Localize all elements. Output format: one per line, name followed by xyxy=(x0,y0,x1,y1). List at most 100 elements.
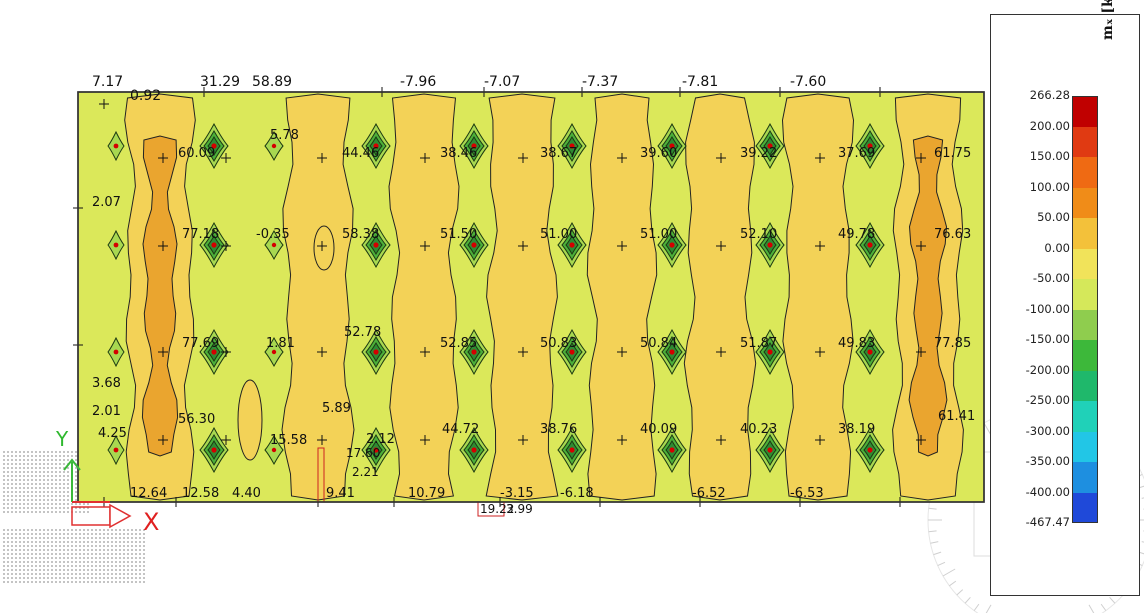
legend-value-label: 100.00 xyxy=(1029,179,1070,194)
dot xyxy=(59,503,61,505)
dot xyxy=(123,565,125,567)
legend-value-label: -200.00 xyxy=(1025,362,1070,377)
dot xyxy=(11,495,13,497)
dot xyxy=(83,581,85,583)
column-peak xyxy=(767,349,773,355)
dot xyxy=(51,573,53,575)
dot xyxy=(7,499,9,501)
dot xyxy=(15,451,17,453)
dot xyxy=(31,455,33,457)
dot xyxy=(47,545,49,547)
dot xyxy=(87,529,89,531)
dot xyxy=(59,537,61,539)
value-label: -7.96 xyxy=(400,74,436,90)
dot xyxy=(3,545,5,547)
dot xyxy=(143,573,145,575)
dot xyxy=(3,455,5,457)
dot xyxy=(7,491,9,493)
dot xyxy=(83,577,85,579)
dot xyxy=(3,581,5,583)
dot xyxy=(51,541,53,543)
dot xyxy=(35,545,37,547)
dot xyxy=(143,541,145,543)
dot xyxy=(23,503,25,505)
dot xyxy=(103,541,105,543)
dot xyxy=(63,581,65,583)
legend-title: mₓ [kNm/m] xyxy=(1100,0,1116,40)
dot xyxy=(51,569,53,571)
value-label: 38.19 xyxy=(838,422,875,437)
dot xyxy=(131,577,133,579)
dot xyxy=(67,487,69,489)
dot xyxy=(15,459,17,461)
dot xyxy=(31,553,33,555)
dot xyxy=(87,553,89,555)
dot xyxy=(19,467,21,469)
dot xyxy=(131,565,133,567)
column-peak xyxy=(471,349,477,355)
dot xyxy=(31,451,33,453)
dot xyxy=(11,511,13,513)
dot xyxy=(23,451,25,453)
dot xyxy=(107,569,109,571)
value-label: 40.09 xyxy=(640,422,677,437)
column-peak xyxy=(211,143,217,149)
dot xyxy=(99,529,101,531)
value-label: 31.29 xyxy=(200,74,240,90)
dot xyxy=(131,549,133,551)
value-label: 51.00 xyxy=(540,227,577,242)
dot xyxy=(23,569,25,571)
dot xyxy=(103,561,105,563)
dot xyxy=(3,533,5,535)
dot xyxy=(63,471,65,473)
dot xyxy=(51,553,53,555)
dot xyxy=(15,491,17,493)
dot xyxy=(59,573,61,575)
dot xyxy=(99,573,101,575)
value-label: 44.72 xyxy=(442,422,479,437)
dot xyxy=(87,541,89,543)
dot xyxy=(23,507,25,509)
dot xyxy=(11,507,13,509)
column-peak xyxy=(471,143,477,149)
dot xyxy=(111,533,113,535)
dot xyxy=(51,511,53,513)
dot xyxy=(35,507,37,509)
dot xyxy=(115,573,117,575)
dot xyxy=(19,499,21,501)
dot xyxy=(123,529,125,531)
dot xyxy=(11,565,13,567)
dot xyxy=(39,557,41,559)
dot xyxy=(7,467,9,469)
dot xyxy=(55,561,57,563)
value-label: 44.46 xyxy=(342,146,379,161)
dot xyxy=(143,577,145,579)
dot xyxy=(3,479,5,481)
value-label: 7.17 xyxy=(92,74,123,90)
dot xyxy=(123,569,125,571)
dot xyxy=(7,459,9,461)
dot xyxy=(19,537,21,539)
dot xyxy=(31,483,33,485)
dot xyxy=(139,529,141,531)
dot xyxy=(135,529,137,531)
dot xyxy=(115,577,117,579)
dot xyxy=(143,561,145,563)
dot xyxy=(39,459,41,461)
dot xyxy=(27,479,29,481)
dot xyxy=(39,511,41,513)
dot xyxy=(67,479,69,481)
legend-color-swatch xyxy=(1072,492,1098,523)
dot xyxy=(31,557,33,559)
value-label: 3.68 xyxy=(92,376,121,391)
dot xyxy=(91,581,93,583)
dot xyxy=(27,529,29,531)
dot xyxy=(59,483,61,485)
dot xyxy=(31,569,33,571)
dot xyxy=(99,537,101,539)
positive-moment-band xyxy=(781,93,855,501)
dot xyxy=(83,533,85,535)
dot xyxy=(35,459,37,461)
dot xyxy=(75,529,77,531)
dot xyxy=(7,533,9,535)
